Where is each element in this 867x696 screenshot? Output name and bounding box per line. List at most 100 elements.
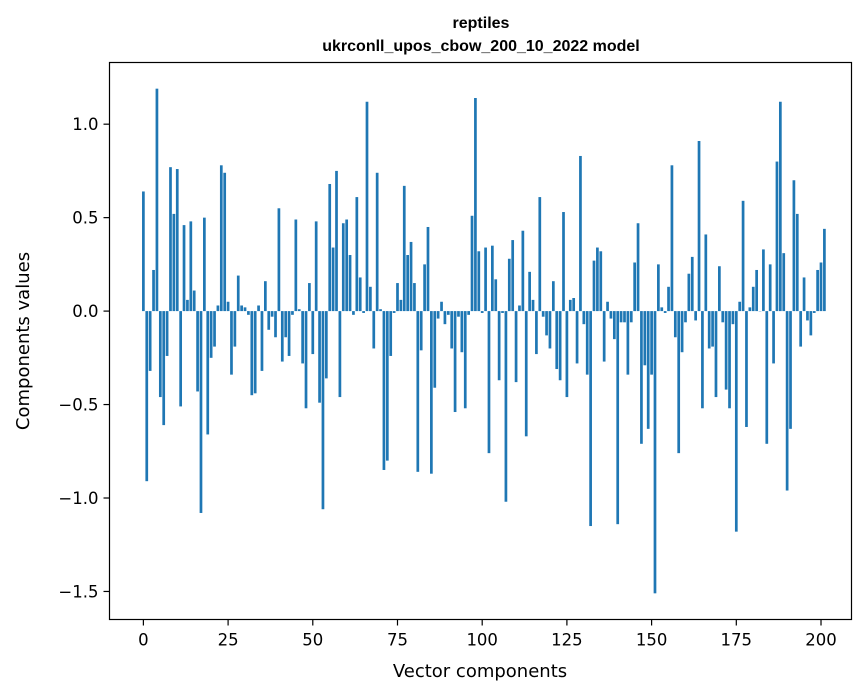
bar xyxy=(450,311,454,349)
bar xyxy=(250,311,254,396)
bar xyxy=(501,311,504,313)
bar xyxy=(328,183,332,312)
bar xyxy=(189,221,193,312)
bar xyxy=(426,226,430,312)
bar xyxy=(274,311,277,338)
bar xyxy=(575,311,579,364)
bar xyxy=(558,311,562,381)
bar xyxy=(592,260,596,312)
bar xyxy=(762,249,765,312)
bars-group xyxy=(142,88,826,594)
bar xyxy=(694,311,697,321)
chart-title: reptiles xyxy=(453,15,510,32)
bar xyxy=(718,266,721,312)
bar xyxy=(785,311,789,491)
bar xyxy=(267,311,271,330)
bar xyxy=(599,251,603,312)
bar xyxy=(318,311,321,403)
bar xyxy=(440,301,443,312)
bar xyxy=(497,311,501,381)
bar xyxy=(362,311,365,313)
bar xyxy=(284,311,288,338)
bar xyxy=(324,311,328,379)
bar xyxy=(657,264,660,312)
bar xyxy=(701,311,704,409)
bar xyxy=(623,311,626,323)
bar xyxy=(812,311,816,313)
bar xyxy=(182,225,186,312)
bar xyxy=(375,172,379,312)
bar xyxy=(480,311,484,313)
bar xyxy=(745,311,748,427)
bar xyxy=(331,247,335,312)
bar xyxy=(402,185,406,312)
bar xyxy=(751,286,755,312)
bar xyxy=(203,217,206,312)
bar xyxy=(345,219,349,312)
bar xyxy=(738,301,742,312)
bar xyxy=(795,213,799,312)
bar xyxy=(643,311,647,366)
bar xyxy=(206,311,210,435)
bar xyxy=(226,301,230,312)
y-tick-label: 0.0 xyxy=(72,302,98,321)
bar xyxy=(409,241,413,312)
bar xyxy=(585,311,589,375)
bar xyxy=(731,311,735,325)
bar xyxy=(460,311,464,353)
bar xyxy=(392,311,396,313)
bar xyxy=(416,311,420,472)
bar xyxy=(291,311,294,315)
bar xyxy=(287,311,291,356)
bar xyxy=(582,311,586,325)
bar xyxy=(616,311,620,525)
y-tick-label: 0.5 xyxy=(72,209,98,228)
bar xyxy=(419,311,423,351)
bar xyxy=(514,311,518,383)
bar xyxy=(819,262,823,312)
bar xyxy=(175,169,179,312)
bar xyxy=(470,215,474,312)
bar xyxy=(385,311,389,461)
bar xyxy=(677,311,681,454)
bar xyxy=(348,255,352,312)
bar xyxy=(236,275,240,312)
bar xyxy=(799,311,803,347)
x-tick-label: 75 xyxy=(387,631,408,650)
bar xyxy=(372,311,376,349)
bar xyxy=(243,307,247,312)
bar xyxy=(406,255,410,312)
bar xyxy=(602,311,606,362)
bar xyxy=(321,311,325,510)
bar xyxy=(606,301,609,312)
bar xyxy=(802,277,806,312)
bar xyxy=(358,277,362,312)
bar xyxy=(684,311,687,323)
bar xyxy=(484,247,487,312)
bar xyxy=(711,311,714,347)
bar xyxy=(223,172,227,312)
chart-subtitle: ukrconll_upos_cbow_200_10_2022 model xyxy=(322,38,639,55)
bar xyxy=(148,311,152,371)
bar xyxy=(230,311,233,375)
bar xyxy=(707,311,711,349)
bar xyxy=(335,170,338,312)
bar xyxy=(609,311,613,319)
bar xyxy=(253,311,257,394)
bar xyxy=(264,281,267,312)
bar xyxy=(413,283,416,312)
bar xyxy=(768,264,772,312)
bar xyxy=(687,273,691,312)
bar xyxy=(209,311,213,358)
bar xyxy=(579,155,582,312)
bar xyxy=(179,311,183,407)
bar xyxy=(277,208,281,312)
bar xyxy=(494,279,498,312)
y-axis: −1.5 −1.0 −0.5 0.0 0.5 1.0 xyxy=(58,115,110,601)
y-tick-label: −0.5 xyxy=(58,396,98,415)
bar xyxy=(636,223,640,312)
bar xyxy=(355,197,359,312)
bar xyxy=(474,98,477,312)
y-tick-label: −1.0 xyxy=(58,489,98,508)
